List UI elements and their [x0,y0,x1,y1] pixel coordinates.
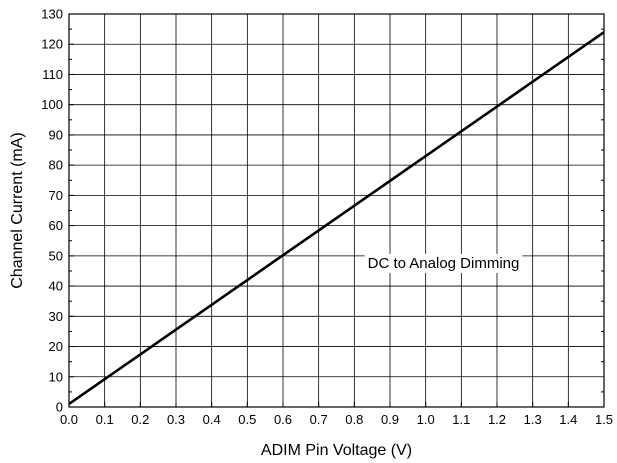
y-tick-label: 20 [49,339,63,354]
series-group [68,31,605,406]
x-axis-title: ADIM Pin Voltage (V) [261,442,412,459]
x-tick-label: 0.9 [381,412,399,427]
annotation-label: DC to Analog Dimming [368,255,520,272]
y-tick-label: 100 [41,97,63,112]
x-axis-ticks: 0.0 0.1 0.2 0.3 0.4 0.5 0.6 0.7 0.8 0.9 1.0 1.1 1.2 1… [60,402,613,427]
y-tick-label: 10 [49,369,63,384]
x-tick-label: 1.4 [559,412,577,427]
y-tick-label: 50 [49,248,63,263]
y-tick-label: 120 [41,37,63,52]
y-tick-label: 70 [49,188,63,203]
x-tick-label: 1.2 [488,412,506,427]
y-tick-label: 0 [56,400,63,415]
x-tick-label: 0.2 [131,412,149,427]
y-tick-label: 30 [49,309,63,324]
y-tick-label: 90 [49,127,63,142]
x-tick-label: 0.7 [310,412,328,427]
annotation-bg [364,253,523,273]
x-tick-label: 1.0 [417,412,435,427]
y-tick-label: 130 [41,7,63,22]
x-tick-label: 0.3 [167,412,185,427]
y-axis-ticks: 0 10 20 30 40 50 60 70 80 90 100 110 120 130 [41,7,604,415]
x-tick-label: 1.5 [595,412,613,427]
annotations: DC to Analog Dimming [364,253,523,273]
y-tick-label: 80 [49,158,63,173]
x-tick-label: 0.4 [203,412,221,427]
y-tick-label: 60 [49,218,63,233]
y-axis-title: Channel Current (mA) [9,132,26,289]
x-tick-label: 1.3 [524,412,542,427]
y-tick-label: 110 [42,67,63,82]
x-tick-label: 0.5 [238,412,256,427]
series-line [68,31,605,406]
x-tick-label: 0.0 [60,412,78,427]
y-tick-label: 40 [49,279,63,294]
x-tick-label: 0.6 [274,412,292,427]
x-tick-label: 0.8 [345,412,363,427]
x-tick-label: 1.1 [452,412,470,427]
grid [68,13,605,408]
x-tick-label: 0.1 [96,412,114,427]
